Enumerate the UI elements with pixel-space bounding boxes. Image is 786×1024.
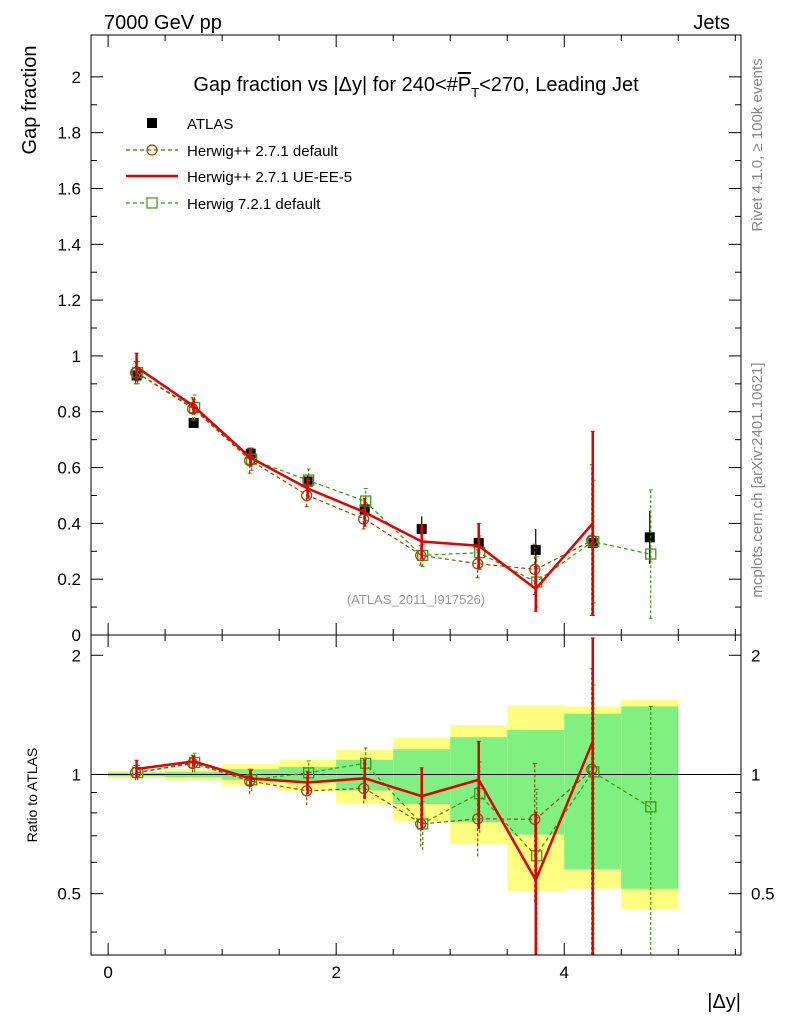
y-tick-label: 2: [72, 68, 81, 87]
ratio-tick-label-right: 2: [751, 646, 760, 665]
legend-atlas-label: ATLAS: [187, 116, 233, 133]
ratio-y-axis-label: Ratio to ATLAS: [24, 748, 40, 843]
ratio-bands: [91, 699, 741, 910]
ratio-tick-label-right: 0.5: [751, 885, 775, 904]
y-axis-label: Gap fraction: [19, 46, 41, 155]
y-tick-label: 1.8: [57, 124, 81, 143]
header-right: Jets: [693, 12, 730, 34]
legend-atlas-marker: [147, 118, 157, 128]
y-tick-label: 1.6: [57, 179, 81, 198]
atlas-data-point: [530, 544, 541, 555]
x-tick-label: 0: [103, 963, 112, 982]
ratio-tick-label: 1: [72, 765, 81, 784]
axis-ticks: 00.20.40.60.811.21.41.61.820 2 40.5 0.51 12 2: [57, 35, 775, 982]
chart-title: Gap fraction vs |Δy| for 240<#PT<270, Le…: [193, 74, 639, 100]
analysis-watermark: (ATLAS_2011_I917526): [347, 592, 485, 607]
y-tick-label: 0.4: [57, 514, 81, 533]
x-axis-label: |Δy|: [707, 991, 741, 1013]
ratio-tick-label-right: 1: [751, 765, 760, 784]
atlas-data-point: [188, 417, 199, 428]
x-tick-label: 4: [560, 963, 569, 982]
series-line-2: [135, 366, 594, 591]
ratio-marker-herwig7: [645, 801, 657, 813]
y-tick-label: 1.2: [57, 291, 81, 310]
mcplots-label: mcplots.cern.ch [arXiv:2401.10621]: [749, 362, 766, 597]
series-line-1: [136, 372, 594, 571]
atlas-data-point: [644, 532, 655, 543]
legend-herwigpp-default-marker: [146, 144, 158, 156]
y-tick-label: 1.4: [57, 235, 81, 254]
legend-herwigpp-ueee5-label: Herwig++ 2.7.1 UE-EE-5: [187, 169, 352, 186]
header-left: 7000 GeV pp: [104, 12, 222, 34]
ratio-tick-label: 0.5: [57, 885, 81, 904]
ratio-plot-frame: [90, 634, 742, 956]
y-tick-label: 0.2: [57, 570, 81, 589]
rivet-label: Rivet 4.1.0, ≥ 100k events: [749, 58, 766, 231]
ratio-tick-label: 2: [72, 646, 81, 665]
y-tick-label: 0: [72, 626, 81, 645]
marker-herwig7: [645, 548, 657, 560]
ratio-band-inner: [621, 706, 679, 889]
legend-herwig7-label: Herwig 7.2.1 default: [187, 196, 321, 213]
legend: ATLAS Herwig++ 2.7.1 default Herwig++ 2.…: [126, 116, 352, 213]
legend-herwig7-marker: [146, 197, 158, 209]
y-tick-label: 0.8: [57, 403, 81, 422]
y-tick-label: 0.6: [57, 459, 81, 478]
x-tick-label: 2: [331, 963, 340, 982]
y-tick-label: 1: [72, 347, 81, 366]
legend-herwigpp-default-label: Herwig++ 2.7.1 default: [187, 143, 339, 160]
